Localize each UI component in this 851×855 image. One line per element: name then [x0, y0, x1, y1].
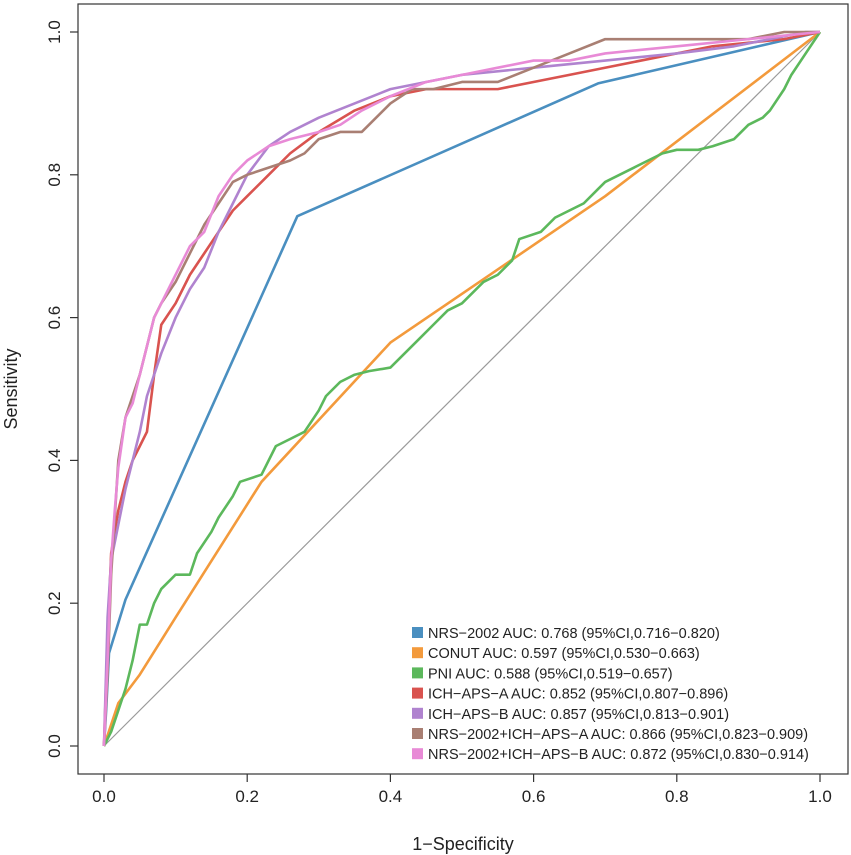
x-tick-label: 0.4 [379, 787, 403, 806]
roc-curve-5 [102, 30, 820, 747]
roc-curve-6 [102, 30, 820, 747]
y-tick-label: 0.6 [45, 306, 64, 330]
y-tick-label: 0.8 [45, 163, 64, 187]
x-axis-title: 1−Specificity [412, 834, 514, 854]
plot-frame [77, 3, 849, 775]
legend-swatch [412, 707, 423, 719]
y-tick-label: 1.0 [45, 20, 64, 44]
legend-label: NRS−2002+ICH−APS−A AUC: 0.866 (95%CI,0.8… [428, 727, 808, 743]
x-tick-label: 0.6 [522, 787, 546, 806]
roc-curves [102, 30, 822, 747]
y-tick-label: 0.4 [45, 449, 64, 473]
legend-label: NRS−2002 AUC: 0.768 (95%CI,0.716−0.820) [428, 626, 720, 642]
legend: NRS−2002 AUC: 0.768 (95%CI,0.716−0.820) C… [401, 619, 844, 769]
legend-label: ICH−APS−A AUC: 0.852 (95%CI,0.807−0.896) [428, 687, 728, 703]
legend-swatch [412, 728, 423, 739]
legend-box [401, 619, 844, 769]
roc-curve-3 [102, 31, 822, 747]
x-tick-label: 0.0 [92, 787, 116, 806]
legend-swatch [412, 687, 423, 699]
legend-label: NRS−2002+ICH−APS−B AUC: 0.872 (95%CI,0.8… [428, 747, 809, 763]
roc-curve-7 [102, 30, 821, 747]
y-tick-label: 0.0 [45, 734, 64, 758]
legend-label: CONUT AUC: 0.597 (95%CI,0.530−0.663) [428, 646, 700, 662]
x-tick-label: 1.0 [808, 787, 832, 806]
legend-swatch [412, 667, 423, 679]
legend-label: ICH−APS−B AUC: 0.857 (95%CI,0.813−0.901) [428, 707, 729, 723]
x-tick-label: 0.2 [235, 787, 259, 806]
legend-swatch [412, 748, 423, 760]
y-axis-title: Sensitivity [1, 348, 21, 429]
legend-swatch [412, 647, 423, 659]
x-tick-label: 0.8 [665, 787, 689, 806]
reference-diagonal [103, 31, 821, 747]
axis-ticks: 0.0 0.2 0.4 0.6 0.8 1.0 0.0 0.2 0.4 0.6 0.8 1.0 [45, 20, 832, 806]
y-tick-label: 0.2 [45, 591, 64, 615]
legend-label: PNI AUC: 0.588 (95%CI,0.519−0.657) [428, 666, 673, 682]
legend-swatch [412, 627, 423, 638]
